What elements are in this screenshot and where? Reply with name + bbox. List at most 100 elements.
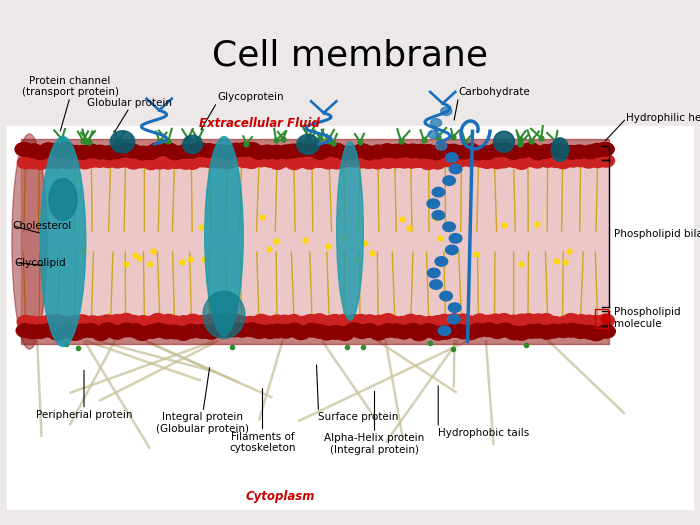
Text: Filaments of
cytoskeleton: Filaments of cytoskeleton [230, 432, 295, 453]
Circle shape [39, 143, 57, 156]
Circle shape [335, 314, 351, 327]
Text: Integral protein
(Globular protein): Integral protein (Globular protein) [157, 412, 249, 434]
Circle shape [438, 154, 455, 166]
Circle shape [496, 143, 514, 156]
Circle shape [554, 156, 571, 169]
Circle shape [539, 155, 556, 167]
Circle shape [454, 145, 472, 159]
Bar [21, 139, 609, 150]
Circle shape [320, 156, 337, 169]
Circle shape [92, 316, 109, 329]
Circle shape [310, 324, 328, 338]
Circle shape [210, 314, 227, 327]
Circle shape [267, 145, 286, 159]
Circle shape [427, 146, 445, 160]
Circle shape [379, 314, 396, 327]
Circle shape [379, 323, 397, 337]
Circle shape [194, 154, 211, 167]
Text: Alpha-Helix protein
(Integral protein): Alpha-Helix protein (Integral protein) [324, 433, 425, 455]
Circle shape [435, 142, 447, 150]
Text: Hydrophobic tails: Hydrophobic tails [438, 428, 529, 438]
Circle shape [202, 326, 220, 339]
Circle shape [428, 130, 440, 139]
Circle shape [200, 144, 218, 158]
Circle shape [218, 146, 236, 160]
Circle shape [18, 156, 34, 169]
Circle shape [276, 324, 295, 338]
Circle shape [597, 324, 615, 338]
Circle shape [84, 316, 101, 329]
Circle shape [462, 154, 479, 166]
Circle shape [353, 325, 371, 339]
Circle shape [596, 142, 614, 156]
Circle shape [581, 145, 599, 159]
Circle shape [564, 154, 581, 167]
Circle shape [209, 144, 227, 158]
Circle shape [260, 316, 277, 329]
Circle shape [505, 315, 522, 328]
Text: Cytoplasm: Cytoplasm [245, 490, 315, 502]
Circle shape [528, 146, 547, 160]
Circle shape [369, 156, 386, 169]
Circle shape [57, 317, 74, 329]
Circle shape [360, 146, 379, 160]
Circle shape [395, 326, 413, 339]
Circle shape [57, 324, 75, 338]
Circle shape [142, 146, 160, 160]
Circle shape [193, 316, 210, 328]
Circle shape [446, 314, 463, 327]
Circle shape [472, 154, 489, 167]
Circle shape [328, 156, 345, 169]
Circle shape [546, 317, 563, 329]
Text: Glycoprotein: Glycoprotein [217, 92, 284, 102]
Circle shape [286, 157, 302, 170]
Circle shape [353, 314, 370, 327]
Text: Phospholipid
molecule: Phospholipid molecule [614, 307, 680, 329]
Circle shape [149, 142, 167, 156]
Circle shape [134, 146, 152, 160]
Circle shape [82, 323, 100, 337]
Circle shape [480, 323, 498, 337]
Circle shape [496, 313, 512, 326]
Circle shape [472, 314, 489, 327]
Circle shape [387, 144, 405, 158]
Circle shape [243, 143, 261, 156]
Circle shape [440, 107, 452, 116]
Circle shape [160, 314, 177, 327]
Circle shape [430, 119, 442, 127]
Circle shape [432, 211, 444, 220]
Circle shape [411, 155, 428, 167]
Circle shape [183, 144, 201, 158]
Circle shape [326, 314, 343, 327]
Circle shape [462, 316, 479, 329]
Circle shape [16, 324, 34, 338]
Circle shape [545, 324, 563, 338]
Circle shape [446, 245, 459, 255]
Circle shape [108, 326, 126, 339]
Text: Carbohydrate: Carbohydrate [458, 87, 531, 97]
Circle shape [167, 316, 184, 329]
Circle shape [429, 156, 446, 169]
Circle shape [461, 143, 480, 157]
Circle shape [379, 156, 396, 169]
Circle shape [49, 314, 66, 327]
Circle shape [435, 257, 448, 266]
Circle shape [185, 314, 202, 327]
Circle shape [547, 155, 564, 167]
Circle shape [449, 234, 462, 243]
Ellipse shape [110, 131, 134, 153]
Text: Surface protein: Surface protein [318, 412, 399, 422]
Circle shape [125, 156, 142, 169]
Circle shape [447, 156, 463, 169]
Circle shape [320, 316, 337, 329]
Circle shape [284, 144, 302, 158]
Circle shape [513, 156, 530, 169]
Circle shape [505, 155, 522, 167]
Circle shape [92, 327, 110, 340]
Circle shape [318, 326, 336, 340]
Circle shape [404, 323, 422, 337]
Circle shape [335, 327, 354, 340]
Circle shape [440, 291, 452, 301]
Circle shape [420, 157, 437, 170]
Circle shape [553, 144, 571, 158]
